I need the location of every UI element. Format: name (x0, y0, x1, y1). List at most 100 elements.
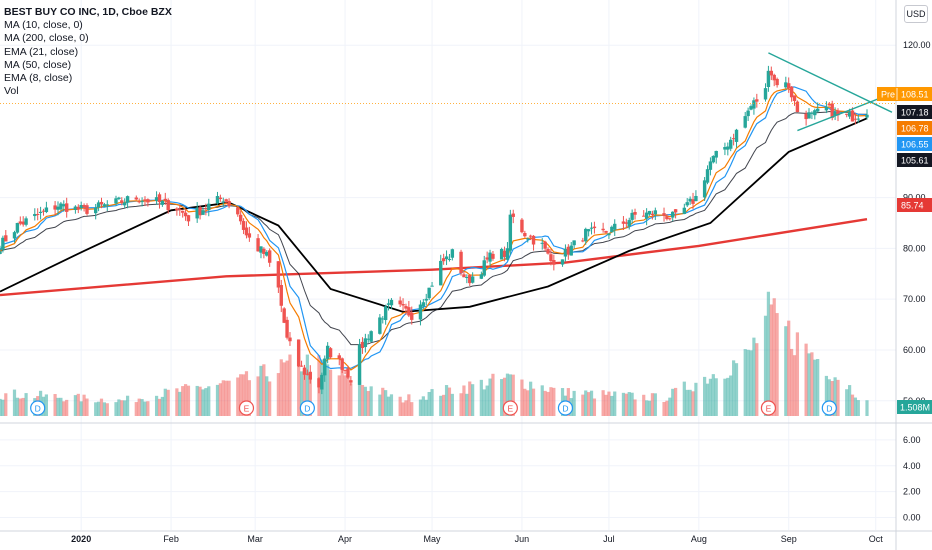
volume-bar (746, 349, 750, 416)
price-badge-value: 85.74 (901, 201, 924, 211)
volume-bar (601, 390, 605, 416)
study-ma200[interactable]: MA (200, close, 0) (4, 32, 89, 45)
study-ema21[interactable]: EMA (21, close) (4, 45, 79, 58)
candle-body (398, 300, 402, 305)
volume-bar (430, 389, 434, 416)
volume-bar (117, 399, 121, 416)
candle-body (743, 116, 747, 128)
candle-body (589, 227, 594, 229)
volume-bar (302, 370, 307, 416)
volume-bar (349, 383, 353, 416)
candle-body (79, 205, 83, 209)
volume-bar (502, 377, 507, 416)
volume-bar (15, 397, 19, 416)
price-tick-label: 60.00 (903, 345, 926, 355)
candle-body (795, 101, 800, 113)
price-badge-bg (897, 153, 932, 167)
volume-bar (685, 389, 689, 416)
symbol-title[interactable]: BEST BUY CO INC, 1D, Cboe BZX (4, 6, 172, 18)
candle-body (769, 70, 774, 76)
candle-body (705, 169, 710, 183)
candle-body (134, 197, 138, 200)
candle-body (340, 358, 344, 370)
volume-bar (0, 398, 2, 416)
candle-body (186, 215, 191, 222)
candle-body (731, 138, 736, 140)
candle-body (566, 246, 571, 255)
candle-body (775, 78, 779, 86)
candle-body (146, 199, 150, 203)
study-ma10[interactable]: MA (10, close, 0) (4, 19, 83, 32)
candle-body (502, 250, 507, 257)
volume-bar (630, 392, 634, 416)
volume-bar (410, 402, 414, 416)
candle-body (276, 261, 281, 288)
candle-body (53, 205, 57, 210)
price-badge: 85.74 (897, 198, 932, 212)
volume-bar (662, 401, 666, 416)
volume-bar (186, 385, 191, 416)
event-marker-dividend[interactable] (30, 400, 46, 416)
candle-body (15, 222, 20, 233)
currency-button[interactable]: USD (904, 5, 928, 23)
candle-body (702, 180, 707, 198)
volume-bar (1, 399, 5, 416)
candle-body (195, 207, 199, 219)
candle-body (850, 110, 855, 122)
lower-trendline[interactable] (797, 92, 893, 132)
candle-body (688, 198, 692, 202)
candle-body (441, 258, 446, 262)
event-marker-earnings[interactable] (760, 400, 777, 416)
volume-bar (363, 386, 367, 416)
candle-body (633, 212, 637, 215)
volume-bar (540, 385, 544, 416)
study-ema8[interactable]: EMA (8, close) (4, 72, 73, 85)
price-badge-value: 108.51 (901, 90, 929, 100)
volume-bar (215, 384, 220, 416)
volume-bar (418, 399, 423, 416)
study-ma50[interactable]: MA (50, close) (4, 58, 72, 71)
volume-bar (705, 383, 710, 416)
time-tick-label: Feb (163, 534, 179, 544)
event-marker-earnings[interactable] (238, 400, 255, 416)
volume-bar (624, 393, 628, 416)
volume-bar (195, 385, 199, 416)
candle-body (784, 82, 788, 88)
candle-body (285, 319, 289, 338)
event-marker-dividend[interactable] (821, 400, 837, 416)
candle-body (662, 213, 666, 216)
candle-body (12, 232, 17, 239)
study-volume[interactable]: Vol (4, 85, 19, 98)
candle-body (665, 216, 669, 220)
event-marker-dividend[interactable] (299, 400, 315, 416)
candle-body (105, 204, 109, 206)
candle-body (337, 355, 341, 359)
volume-bar (378, 394, 382, 416)
volume-bar (146, 401, 150, 416)
volume-bar (682, 381, 686, 416)
volume-bar (276, 373, 280, 416)
volume-bar (848, 385, 852, 416)
volume-bar (181, 386, 185, 416)
volume-bar (711, 374, 715, 416)
candle-body (218, 197, 223, 200)
event-marker-earnings[interactable] (502, 400, 518, 416)
event-marker-dividend[interactable] (557, 400, 574, 416)
volume-bar (221, 380, 225, 416)
volume-bar (465, 393, 469, 416)
volume-bar (827, 379, 831, 416)
candle-body (624, 222, 629, 224)
price-badge-bg (897, 198, 932, 212)
candle-body (723, 147, 727, 150)
candle-body (459, 251, 463, 274)
candle-body (410, 312, 414, 320)
upper-trendline[interactable] (768, 52, 893, 113)
candle-body (505, 248, 510, 260)
volume-bar (404, 400, 408, 416)
candle-body (766, 70, 771, 88)
volume-bar (703, 376, 707, 416)
volume-bar (262, 364, 266, 416)
volume-bar (79, 401, 83, 416)
